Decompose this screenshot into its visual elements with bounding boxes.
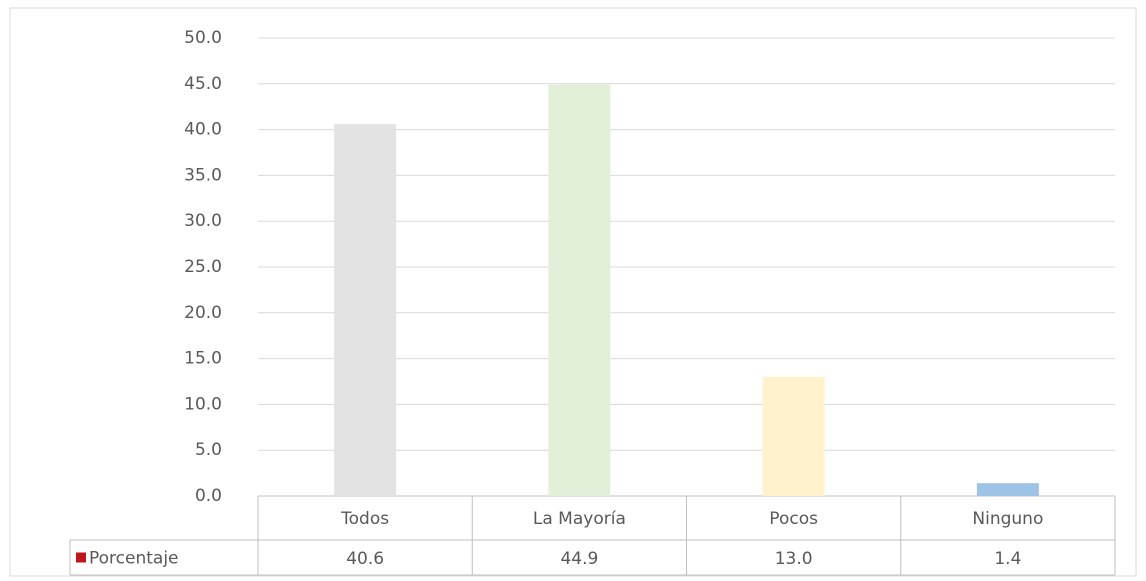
x-tick-label: Ninguno bbox=[972, 509, 1043, 529]
table-value: 1.4 bbox=[994, 549, 1021, 569]
legend-label: Porcentaje bbox=[89, 549, 179, 569]
y-tick-label: 0.0 bbox=[195, 486, 222, 506]
y-tick-label: 40.0 bbox=[184, 120, 222, 140]
y-tick-label: 20.0 bbox=[184, 303, 222, 323]
bar bbox=[762, 376, 825, 496]
legend-key bbox=[76, 552, 86, 563]
bar bbox=[976, 483, 1039, 496]
y-tick-label: 50.0 bbox=[184, 28, 222, 48]
y-tick-label: 25.0 bbox=[184, 257, 222, 277]
x-tick-label: Todos bbox=[340, 509, 389, 529]
table-value: 13.0 bbox=[775, 549, 813, 569]
y-tick-label: 45.0 bbox=[184, 74, 222, 94]
y-tick-label: 10.0 bbox=[184, 394, 222, 414]
y-tick-label: 30.0 bbox=[184, 211, 222, 231]
x-tick-label: Pocos bbox=[769, 509, 818, 529]
y-tick-label: 35.0 bbox=[184, 165, 222, 185]
bar bbox=[334, 124, 397, 496]
y-tick-label: 5.0 bbox=[195, 440, 222, 460]
y-tick-label: 15.0 bbox=[184, 349, 222, 369]
table-value: 40.6 bbox=[346, 549, 384, 569]
table-value: 44.9 bbox=[560, 549, 598, 569]
x-tick-label: La Mayoría bbox=[533, 509, 626, 529]
bar bbox=[548, 84, 611, 496]
